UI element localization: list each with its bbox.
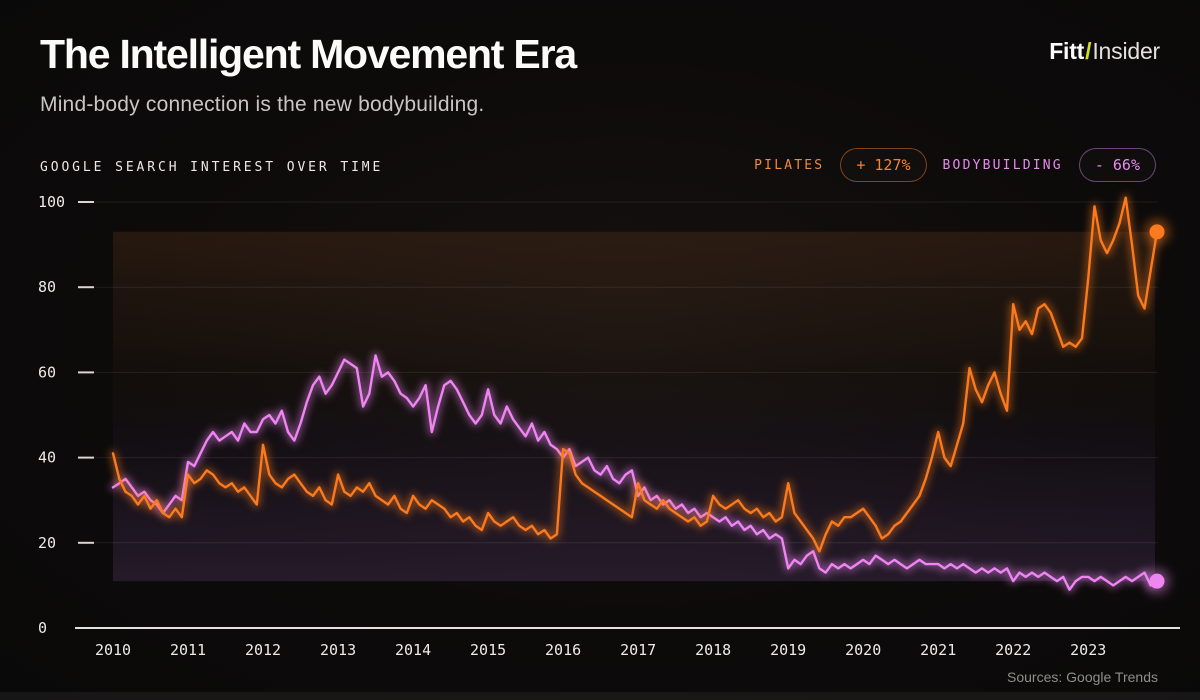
x-axis-label: 2021 [920,641,956,659]
brand-logo-insider: Insider [1092,38,1160,64]
x-axis-label: 2015 [470,641,506,659]
endpoint-range-band [113,231,1155,582]
y-axis-label: 40 [38,449,56,467]
chart-caption: GOOGLE SEARCH INTEREST OVER TIME [40,160,384,175]
x-axis-label: 2016 [545,641,581,659]
page-title: The Intelligent Movement Era [40,31,577,77]
pilates-endpoint-dot [1149,224,1165,240]
bodybuilding-endpoint-dot [1149,573,1165,589]
y-axis-label: 20 [38,534,56,552]
x-axis-label: 2020 [845,641,881,659]
brand-logo-fitt: Fitt [1049,38,1085,64]
chart-legend: PILATES + 127% BODYBUILDING - 66% [754,148,1156,182]
footer-strip [0,692,1200,700]
x-axis-label: 2010 [95,641,131,659]
x-axis-label: 2012 [245,641,281,659]
x-axis-label: 2011 [170,641,206,659]
brand-logo-slash-icon: / [1085,38,1092,64]
legend-label-pilates: PILATES [754,157,825,173]
x-axis-label: 2019 [770,641,806,659]
x-axis-label: 2014 [395,641,431,659]
y-axis-label: 0 [38,619,47,637]
bodybuilding-change-badge: - 66% [1078,148,1156,182]
x-axis-label: 2017 [620,641,656,659]
x-axis-label: 2023 [1070,641,1106,659]
sources-note: Sources: Google Trends [1007,669,1158,685]
page-subtitle: Mind-body connection is the new bodybuil… [40,93,485,116]
y-axis-label: 60 [38,363,56,381]
x-axis-label: 2018 [695,641,731,659]
x-axis-label: 2013 [320,641,356,659]
pilates-change-badge: + 127% [840,148,927,182]
pilates-line [111,196,1159,553]
x-axis-label: 2022 [995,641,1031,659]
y-axis-label: 100 [38,193,65,211]
y-axis-label: 80 [38,278,56,296]
bodybuilding-line [111,354,1159,591]
brand-logo: Fitt/Insider [1049,38,1160,65]
legend-label-bodybuilding: BODYBUILDING [942,157,1063,173]
